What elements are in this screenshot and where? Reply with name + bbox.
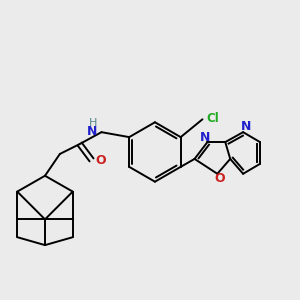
Text: H: H: [89, 118, 98, 128]
Text: Cl: Cl: [206, 112, 219, 125]
Text: O: O: [214, 172, 225, 185]
Text: N: N: [87, 125, 98, 138]
Text: O: O: [95, 154, 106, 167]
Text: N: N: [200, 130, 211, 144]
Text: N: N: [241, 120, 251, 133]
